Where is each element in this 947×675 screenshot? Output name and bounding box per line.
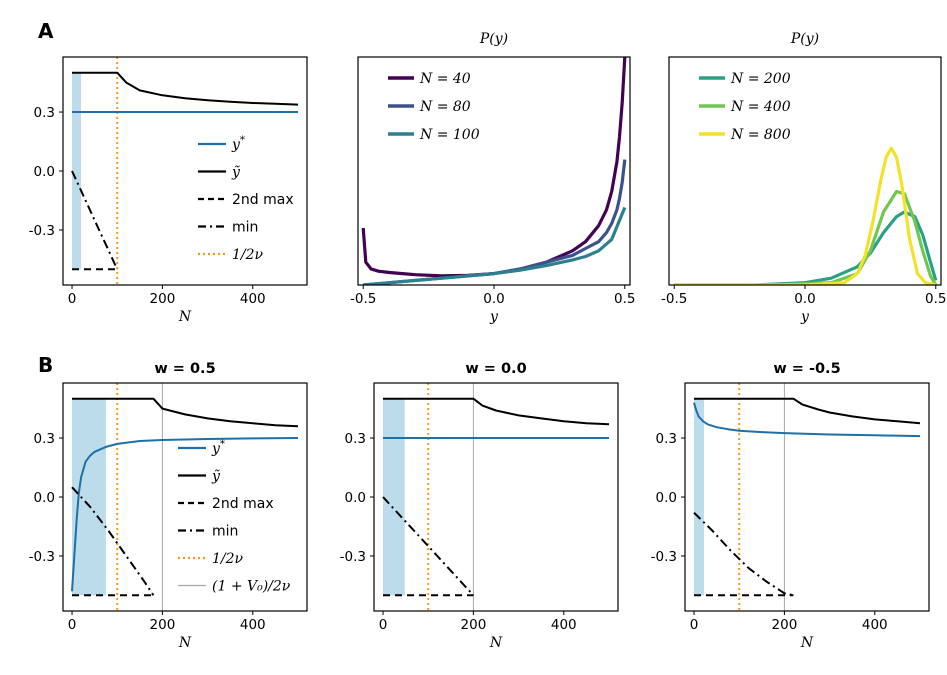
legend-label: min	[212, 524, 238, 540]
legend-label: N = 100	[419, 127, 480, 143]
legend-label: min	[232, 220, 258, 236]
plot-title: w = -0.5	[773, 361, 840, 377]
plot-area	[674, 146, 938, 285]
shaded-region	[694, 398, 704, 596]
y-tick-label: 0.3	[34, 431, 55, 447]
y-tick-label: 0.3	[345, 431, 366, 447]
y-tick-label: -0.3	[340, 549, 366, 565]
y-tick-label: -0.3	[29, 223, 55, 239]
x-tick-label: 0	[68, 617, 77, 633]
series-y-tilde	[383, 397, 610, 426]
plot-title: P(y)	[790, 31, 819, 47]
x-tick-label: 0	[68, 291, 77, 307]
plot-title: w = 0.0	[465, 361, 526, 377]
panel-label-a: A	[38, 19, 54, 43]
series-N800	[674, 146, 937, 285]
x-tick-label: 0.0	[794, 291, 815, 307]
legend-label: 1/2ν	[232, 247, 264, 263]
legend-label: ỹ	[211, 469, 221, 485]
legend-label: N = 800	[730, 127, 791, 143]
x-tick-label: 400	[862, 617, 888, 633]
x-tick-label: 200	[150, 291, 176, 307]
x-tick-label: 0	[379, 617, 388, 633]
series-y-star	[71, 437, 299, 592]
series-y-star	[693, 402, 921, 438]
x-axis-label: N	[800, 635, 814, 651]
legend-label: ỹ	[231, 165, 241, 181]
legend-superscript: *	[220, 439, 225, 450]
x-tick-label: 400	[240, 291, 266, 307]
legend-label: N = 40	[419, 71, 471, 87]
plot-a2: -0.5 0.0 0.5 y P(y) N = 40 N = 80 N = 100	[350, 31, 635, 325]
plot-b1: 0 200 400 0.3 0.0 -0.3 Nw = 0.5 y* ỹ 2nd max min 1/…	[29, 361, 308, 651]
x-tick-label: -0.5	[661, 291, 687, 307]
legend-label: (1 + V₀)/2ν	[212, 579, 291, 595]
axes-frame	[684, 382, 930, 612]
x-axis-label: N	[178, 635, 192, 651]
legend-label: N = 200	[730, 71, 791, 87]
legend-label: y*	[211, 439, 225, 457]
legend-label: 2nd max	[212, 496, 274, 512]
series-min	[693, 511, 794, 597]
plot-area	[361, 57, 627, 285]
x-axis-label: y	[489, 309, 499, 325]
series-N100	[363, 206, 627, 285]
plot-b3: 0 200 400 0.3 0.0 -0.3 Nw = -0.5	[651, 361, 930, 651]
legend-label: N = 400	[730, 99, 791, 115]
y-tick-label: 0.0	[34, 164, 55, 180]
x-axis-label: N	[178, 309, 192, 325]
shaded-region	[383, 398, 405, 596]
x-tick-label: 400	[551, 617, 577, 633]
legend-label: N = 80	[419, 99, 471, 115]
plot-area	[382, 383, 610, 611]
x-tick-label: -0.5	[350, 291, 376, 307]
plot-area	[71, 383, 299, 611]
shaded-region	[72, 72, 82, 270]
x-axis-label: N	[489, 635, 503, 651]
series-y-tilde	[694, 397, 921, 425]
series-N200	[674, 210, 938, 285]
plot-title: w = 0.5	[154, 361, 215, 377]
plot-area	[693, 383, 921, 611]
series-y-tilde	[72, 397, 299, 428]
legend-label: y*	[231, 135, 245, 153]
plot-area	[71, 57, 299, 285]
x-tick-label: 0	[690, 617, 699, 633]
series-N40	[361, 57, 627, 278]
axes-frame	[357, 56, 631, 286]
plot-title: P(y)	[479, 31, 508, 47]
axes-frame	[62, 56, 308, 286]
y-tick-label: 0.3	[656, 431, 677, 447]
series-N80	[363, 159, 627, 285]
y-tick-label: 0.0	[34, 490, 55, 506]
plot-b2: 0 200 400 0.3 0.0 -0.3 Nw = 0.0	[340, 361, 619, 651]
x-tick-label: 0.5	[925, 291, 946, 307]
y-tick-label: -0.3	[29, 549, 55, 565]
x-axis-label: y	[800, 309, 810, 325]
x-tick-label: 0.5	[614, 291, 635, 307]
legend-label: 2nd max	[232, 192, 294, 208]
series-y-tilde	[72, 71, 299, 106]
series-N400	[674, 189, 938, 285]
shaded-region	[72, 398, 106, 596]
plot-a1: 0 200 400 0.3 0.0 -0.3 Ny* ỹ 2nd max min 1/2ν	[29, 56, 308, 325]
series-min	[71, 170, 119, 270]
panel-label-b: B	[38, 353, 53, 377]
y-tick-label: -0.3	[651, 549, 677, 565]
y-tick-label: 0.3	[34, 105, 55, 121]
x-tick-label: 200	[150, 617, 176, 633]
x-tick-label: 400	[240, 617, 266, 633]
legend-label: 1/2ν	[212, 551, 244, 567]
legend-superscript: *	[240, 135, 245, 146]
axes-frame	[373, 382, 619, 612]
y-tick-label: 0.0	[656, 490, 677, 506]
x-tick-label: 200	[772, 617, 798, 633]
y-tick-label: 0.0	[345, 490, 366, 506]
plot-a3: -0.5 0.0 0.5 y P(y) N = 200 N = 400 N = 800	[661, 31, 946, 325]
x-tick-label: 0.0	[483, 291, 504, 307]
x-tick-label: 200	[461, 617, 487, 633]
series-min	[71, 486, 155, 596]
series-min	[382, 496, 475, 596]
